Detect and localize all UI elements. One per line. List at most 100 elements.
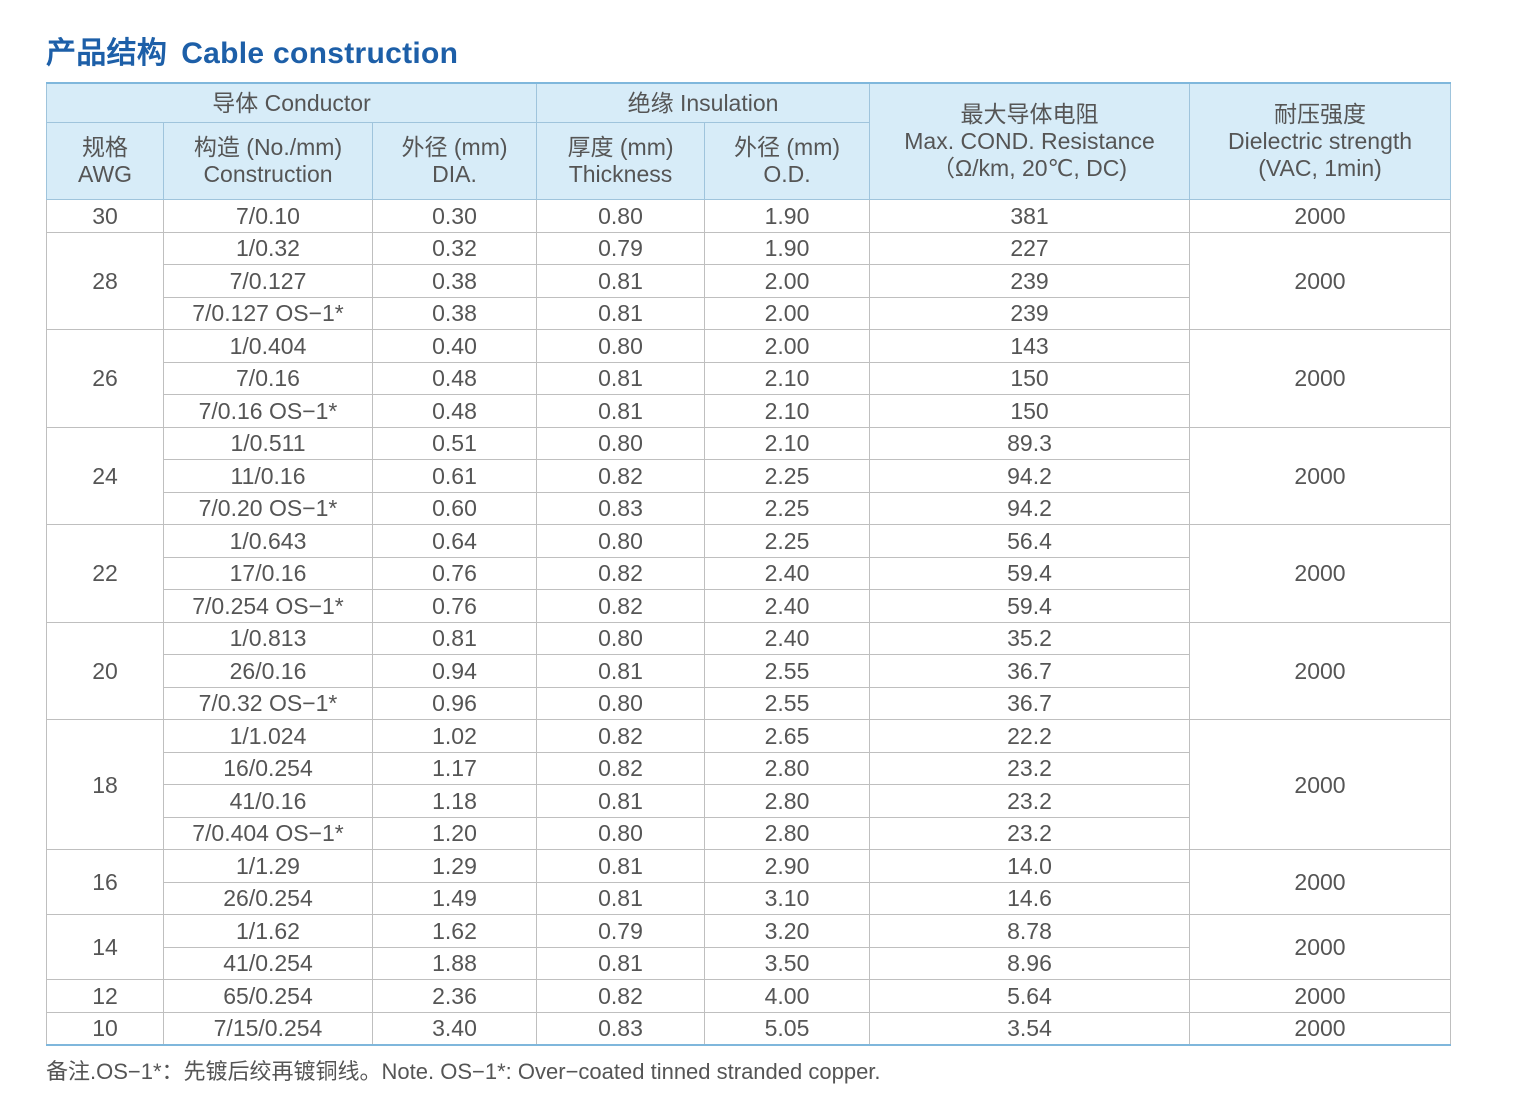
cell-awg: 16 [46, 849, 164, 915]
cell-thickness: 0.82 [536, 979, 705, 1013]
cell-construction: 7/0.127 OS−1* [163, 296, 373, 330]
cell-dia: 0.30 [372, 199, 537, 233]
cell-od: 2.00 [703, 264, 871, 298]
cell-dia: 0.32 [372, 231, 537, 265]
cell-od: 2.55 [703, 654, 871, 688]
cell-resistance: 35.2 [869, 621, 1191, 655]
header-dielectric-en: Dielectric strength [1227, 128, 1413, 154]
table-row: 30 7/0.10 0.30 0.80 1.90 381 2000 [46, 199, 1452, 233]
cell-thickness: 0.81 [536, 394, 705, 428]
cell-resistance: 56.4 [869, 524, 1191, 558]
cell-dia: 0.76 [372, 556, 537, 590]
header-awg-cn: 规格 [82, 134, 128, 160]
cell-awg: 24 [46, 426, 164, 525]
cell-od: 4.00 [703, 979, 871, 1013]
cell-od: 2.25 [703, 524, 871, 558]
cell-od: 3.50 [703, 946, 871, 980]
cell-construction: 7/15/0.254 [163, 1011, 373, 1046]
footnote: 备注.OS−1*：先镀后绞再镀铜线。Note. OS−1*: Over−coat… [46, 1059, 881, 1084]
table-row: 26/0.16 0.94 0.81 2.55 36.7 [47, 654, 1451, 688]
header-resistance-unit: （Ω/km, 20℃, DC) [931, 155, 1128, 181]
header-dia-cn: 外径 (mm) [401, 134, 508, 160]
cell-construction: 1/0.643 [163, 524, 373, 558]
cell-od: 2.25 [703, 459, 871, 493]
header-thickness: 厚度 (mm) Thickness [536, 122, 705, 200]
header-od-en: O.D. [763, 161, 811, 187]
cell-dia: 3.40 [372, 1011, 537, 1046]
table-row: 41/0.16 1.18 0.81 2.80 23.2 [47, 784, 1451, 818]
cell-thickness: 0.80 [536, 816, 705, 850]
table-row: 11/0.16 0.61 0.82 2.25 94.2 [47, 459, 1451, 493]
cell-thickness: 0.80 [536, 686, 705, 720]
cell-od: 2.00 [703, 296, 871, 330]
cell-dielectric: 2000 [1189, 719, 1452, 850]
cell-awg: 12 [46, 979, 164, 1013]
header-resistance-en: Max. COND. Resistance [904, 128, 1155, 154]
cell-awg: 30 [46, 199, 164, 233]
cell-resistance: 5.64 [869, 979, 1191, 1013]
cell-thickness: 0.81 [536, 654, 705, 688]
header-awg: 规格 AWG [46, 122, 164, 200]
cell-construction: 1/1.62 [163, 914, 373, 948]
cell-construction: 1/0.813 [163, 621, 373, 655]
cell-construction: 41/0.16 [163, 784, 373, 818]
cell-dielectric: 2000 [1189, 979, 1452, 1013]
cell-od: 3.20 [703, 914, 871, 948]
cell-resistance: 89.3 [869, 426, 1191, 460]
header-resistance: 最大导体电阻 Max. COND. Resistance （Ω/km, 20℃,… [869, 82, 1191, 200]
cable-construction-table: 导体 Conductor 绝缘 Insulation 最大导体电阻 Max. C… [46, 82, 1452, 1046]
cell-od: 2.80 [703, 816, 871, 850]
cell-dia: 0.94 [372, 654, 537, 688]
cell-construction: 1/1.024 [163, 719, 373, 753]
cell-awg: 18 [46, 719, 164, 850]
cell-awg: 28 [46, 231, 164, 330]
cell-thickness: 0.81 [536, 264, 705, 298]
cell-resistance: 150 [869, 394, 1191, 428]
cell-od: 2.10 [703, 361, 871, 395]
cell-dia: 0.38 [372, 264, 537, 298]
table-row: 7/0.16 OS−1* 0.48 0.81 2.10 150 [47, 394, 1451, 428]
cell-resistance: 14.0 [869, 849, 1191, 883]
cell-awg: 20 [46, 621, 164, 720]
cell-thickness: 0.80 [536, 524, 705, 558]
title-cn: 产品结构 [46, 37, 168, 70]
cell-construction: 1/0.32 [163, 231, 373, 265]
cell-od: 2.40 [703, 621, 871, 655]
cell-dia: 0.81 [372, 621, 537, 655]
cell-thickness: 0.79 [536, 231, 705, 265]
cell-thickness: 0.79 [536, 914, 705, 948]
cell-dia: 1.49 [372, 881, 537, 915]
header-od: 外径 (mm) O.D. [703, 122, 871, 200]
cell-construction: 41/0.254 [163, 946, 373, 980]
cell-od: 2.00 [703, 329, 871, 363]
table-row: 10 7/15/0.254 3.40 0.83 5.05 3.54 2000 [46, 1011, 1452, 1046]
cell-resistance: 239 [869, 264, 1191, 298]
table-row: 26 1/0.404 0.40 0.80 2.00 143 2000 [46, 329, 1452, 428]
header-awg-en: AWG [77, 161, 133, 187]
header-construction-cn: 构造 (No./mm) [193, 134, 343, 160]
cell-thickness: 0.82 [536, 556, 705, 590]
cell-resistance: 94.2 [869, 459, 1191, 493]
cell-construction: 16/0.254 [163, 751, 373, 785]
cell-dia: 0.64 [372, 524, 537, 558]
cell-dia: 0.48 [372, 361, 537, 395]
cell-construction: 1/0.511 [163, 426, 373, 460]
cell-dielectric: 2000 [1189, 426, 1452, 525]
cell-resistance: 94.2 [869, 491, 1191, 525]
header-conductor: 导体 Conductor [46, 82, 537, 123]
cell-dia: 1.29 [372, 849, 537, 883]
cell-dia: 1.88 [372, 946, 537, 980]
cell-construction: 65/0.254 [163, 979, 373, 1013]
cell-dia: 0.76 [372, 589, 537, 623]
cell-awg: 10 [46, 1011, 164, 1046]
cell-od: 3.10 [703, 881, 871, 915]
cell-dia: 0.51 [372, 426, 537, 460]
table-row: 20 1/0.813 0.81 0.80 2.40 35.2 2000 [46, 621, 1452, 720]
header-dia-en: DIA. [432, 161, 477, 187]
cell-resistance: 22.2 [869, 719, 1191, 753]
table-row: 28 1/0.32 0.32 0.79 1.90 227 2000 [46, 231, 1452, 330]
cell-thickness: 0.82 [536, 589, 705, 623]
cell-construction: 7/0.404 OS−1* [163, 816, 373, 850]
cell-thickness: 0.80 [536, 199, 705, 233]
table-row: 7/0.254 OS−1* 0.76 0.82 2.40 59.4 [47, 589, 1451, 623]
